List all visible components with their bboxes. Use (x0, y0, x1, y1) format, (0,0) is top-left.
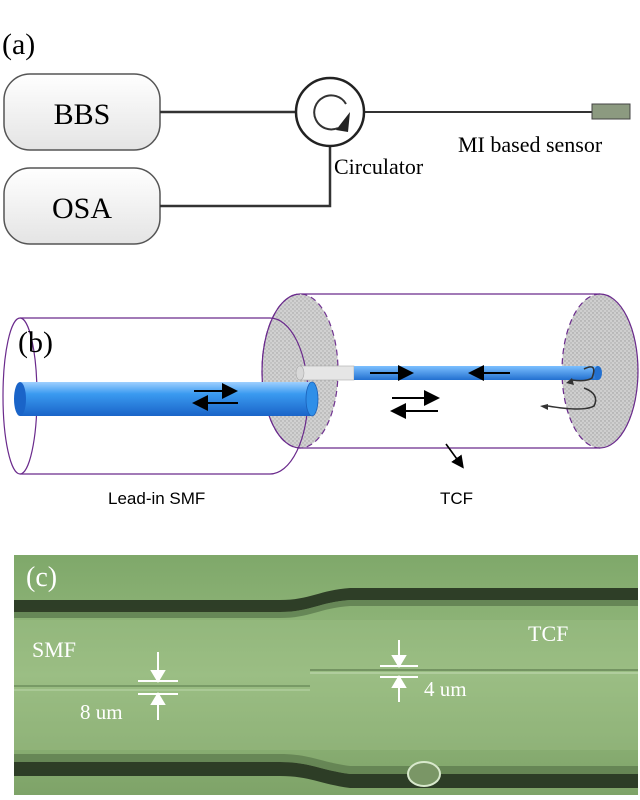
circulator-label: Circulator (334, 154, 424, 179)
bbs-label: BBS (54, 98, 111, 131)
tcf-label-c: TCF (528, 621, 568, 646)
osa-label: OSA (52, 192, 112, 225)
panel-b: (b) Lead-in SMF TCF (2, 293, 639, 508)
fiber-top-edge (14, 588, 638, 612)
smf-label: SMF (32, 637, 76, 662)
bbs-box: BBS (3, 73, 161, 151)
panel-a: (a) BBS OSA Circulator MI based sensor (2, 28, 631, 245)
fiber-bottom-edge (14, 762, 638, 788)
debris-particle (407, 761, 441, 787)
tcf-core (295, 365, 602, 381)
panel-c: (c) SMF TCF 8 um 4 um (14, 555, 638, 795)
tcf-core-width-marker (380, 640, 418, 702)
sensor-label: MI based sensor (458, 132, 603, 157)
panel-b-label: (b) (18, 326, 53, 359)
panel-c-label: (c) (26, 562, 57, 593)
smf-core-arrows (192, 383, 238, 411)
lead-in-smf-label: Lead-in SMF (108, 489, 205, 508)
circulator-icon (294, 76, 366, 148)
circulator-to-osa-line (160, 146, 332, 208)
smf-core (14, 381, 319, 417)
reflection-arrows (540, 366, 597, 410)
panel-a-label: (a) (2, 28, 35, 61)
cladding-arrows (390, 390, 464, 469)
smf-core-width-marker (138, 652, 178, 720)
osa-box: OSA (3, 167, 161, 245)
tcf-label-b: TCF (440, 489, 473, 508)
smf-core-size-label: 8 um (80, 700, 123, 724)
tcf-core-size-label: 4 um (424, 677, 467, 701)
sensor-icon (591, 103, 631, 120)
